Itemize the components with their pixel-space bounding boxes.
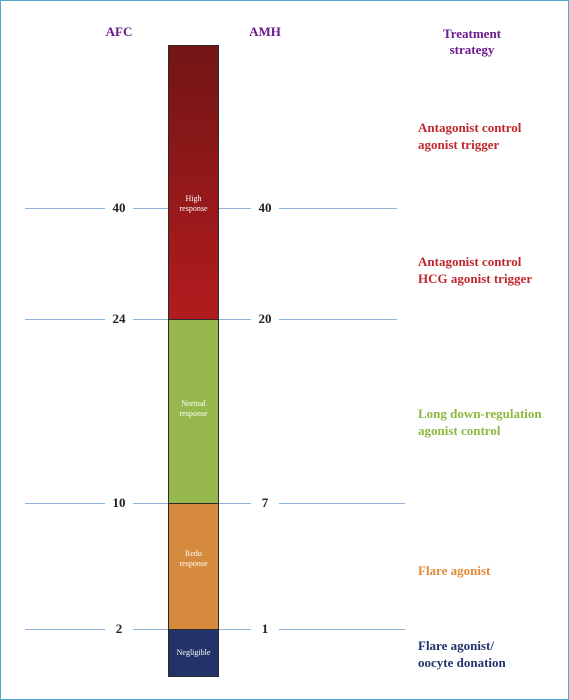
strategy-flare-agonist: Flare agonist (418, 563, 491, 578)
reduced-response-label: Redu response (179, 549, 208, 568)
threshold-line-amh-40 (219, 208, 397, 209)
high-response-segment: High response (168, 45, 219, 320)
reduced-response-segment: Redu response (168, 503, 219, 630)
amh-header: AMH (249, 24, 281, 39)
strategy-antagonist-hcg-agonist-trigger: Antagonist control HCG agonist trigger (418, 254, 533, 286)
afc-value-24: 24 (105, 311, 133, 327)
amh-value-7: 7 (251, 495, 279, 511)
strategy-flare-agonist-oocyte-donation: Flare agonist/ oocyte donation (418, 638, 506, 670)
treatment-header: Treatment strategy (443, 26, 501, 57)
amh-value-1: 1 (251, 621, 279, 637)
negligible-response-label: Negligible (176, 648, 211, 657)
afc-value-2: 2 (105, 621, 133, 637)
threshold-line-afc-40 (25, 208, 168, 209)
threshold-line-amh-7 (219, 503, 405, 504)
threshold-line-afc-10 (25, 503, 168, 504)
amh-value-40: 40 (251, 200, 279, 216)
threshold-line-afc-24 (25, 319, 168, 320)
strategy-long-down-regulation: Long down-regulation agonist control (418, 406, 542, 438)
threshold-line-amh-1 (219, 629, 405, 630)
threshold-line-amh-20 (219, 319, 397, 320)
negligible-response-segment: Negligible (168, 629, 219, 677)
normal-response-label: Normal response (179, 399, 208, 418)
afc-header: AFC (105, 24, 133, 39)
afc-value-10: 10 (105, 495, 133, 511)
high-response-label: High response (179, 194, 208, 213)
afc-value-40: 40 (105, 200, 133, 216)
normal-response-segment: Normal response (168, 319, 219, 504)
amh-value-20: 20 (251, 311, 279, 327)
strategy-antagonist-agonist-trigger: Antagonist control agonist trigger (418, 120, 522, 152)
threshold-line-afc-2 (25, 629, 168, 630)
